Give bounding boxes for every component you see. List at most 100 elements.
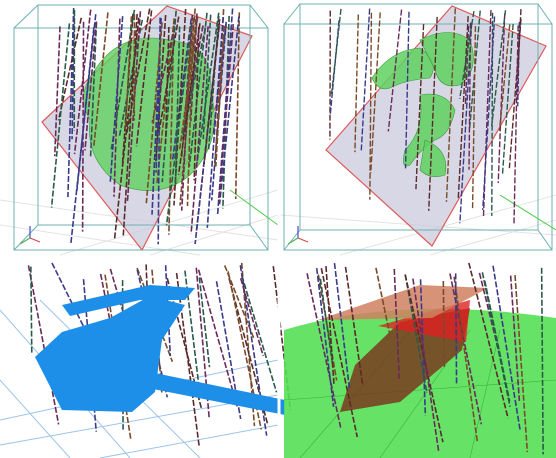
drill-hole bbox=[70, 14, 97, 244]
drill-hole bbox=[161, 10, 177, 183]
drill-hole bbox=[234, 12, 241, 200]
drill-hole bbox=[174, 26, 181, 185]
drill-hole bbox=[175, 272, 201, 448]
drill-hole bbox=[509, 275, 521, 401]
drill-hole bbox=[457, 16, 469, 199]
drill-hole bbox=[89, 22, 98, 157]
drill-hole bbox=[239, 278, 264, 357]
drill-hole bbox=[464, 25, 470, 106]
model-surface bbox=[35, 285, 285, 415]
drill-hole bbox=[27, 265, 60, 425]
drill-hole bbox=[517, 21, 521, 107]
orange-cap bbox=[318, 285, 488, 320]
red-body bbox=[378, 300, 470, 342]
drill-hole bbox=[214, 26, 225, 167]
drill-holes bbox=[50, 8, 241, 245]
drill-hole bbox=[190, 26, 209, 234]
drill-hole bbox=[370, 12, 381, 174]
drill-hole bbox=[482, 16, 496, 210]
drill-hole bbox=[73, 9, 92, 155]
drill-hole bbox=[315, 268, 335, 407]
drill-hole bbox=[165, 25, 193, 226]
drill-hole bbox=[501, 23, 514, 176]
drill-hole bbox=[454, 273, 458, 385]
drill-hole bbox=[228, 278, 269, 426]
drill-hole bbox=[177, 23, 201, 175]
drill-hole bbox=[344, 266, 364, 386]
drill-hole bbox=[135, 10, 153, 147]
drill-hole bbox=[369, 12, 373, 200]
drill-hole bbox=[93, 12, 109, 147]
axis-triad bbox=[287, 226, 309, 245]
drill-hole bbox=[412, 278, 440, 453]
drill-hole bbox=[428, 16, 438, 211]
drill-hole bbox=[393, 268, 401, 380]
drill-hole bbox=[354, 14, 360, 153]
drill-hole bbox=[404, 274, 428, 394]
drill-hole bbox=[113, 17, 140, 240]
drill-hole bbox=[471, 26, 477, 209]
drill-hole bbox=[387, 9, 403, 132]
panel-bottom-left bbox=[0, 262, 292, 458]
drill-hole bbox=[67, 8, 75, 198]
drill-hole bbox=[453, 276, 479, 442]
drill-hole bbox=[145, 22, 163, 204]
drill-hole bbox=[330, 8, 342, 95]
drill-hole bbox=[333, 262, 351, 390]
panel-bottom-right bbox=[283, 262, 556, 458]
drill-hole bbox=[195, 267, 211, 420]
drill-hole bbox=[491, 12, 494, 216]
drill-hole bbox=[218, 23, 235, 203]
drill-hole bbox=[227, 271, 263, 430]
drill-hole bbox=[459, 10, 475, 99]
drill-hole bbox=[155, 14, 167, 162]
drill-holes bbox=[306, 262, 544, 455]
drill-hole bbox=[207, 15, 220, 150]
drill-hole bbox=[498, 24, 511, 131]
axis-line bbox=[229, 189, 279, 226]
drill-hole bbox=[468, 262, 509, 419]
drill-hole bbox=[241, 275, 278, 393]
drill-hole bbox=[319, 278, 334, 365]
drill-hole bbox=[30, 266, 33, 355]
axis-triad bbox=[19, 226, 41, 245]
drill-hole bbox=[404, 11, 410, 169]
drill-hole bbox=[445, 8, 457, 202]
drill-hole bbox=[513, 25, 519, 224]
drill-hole bbox=[125, 8, 151, 134]
drill-hole bbox=[514, 275, 529, 453]
drill-hole bbox=[156, 18, 175, 184]
drill-hole bbox=[306, 273, 342, 428]
bounding-box bbox=[283, 3, 553, 251]
drill-hole bbox=[490, 10, 507, 127]
drill-hole bbox=[151, 26, 176, 123]
drill-hole bbox=[375, 267, 392, 340]
axis-line bbox=[499, 194, 556, 231]
drill-hole bbox=[484, 280, 511, 402]
ore-body bbox=[371, 32, 474, 177]
drill-hole bbox=[57, 17, 83, 121]
drill-hole bbox=[168, 25, 175, 235]
drill-hole bbox=[195, 12, 220, 167]
drill-hole bbox=[320, 267, 359, 438]
drill-hole bbox=[164, 26, 170, 145]
drill-hole bbox=[325, 266, 335, 385]
drill-hole bbox=[206, 17, 224, 228]
drill-hole bbox=[181, 27, 207, 140]
drill-hole bbox=[113, 18, 121, 197]
drill-hole bbox=[110, 9, 136, 150]
drill-holes bbox=[329, 8, 522, 224]
drill-hole bbox=[468, 22, 472, 170]
drill-hole bbox=[188, 12, 208, 167]
drill-hole bbox=[239, 265, 268, 436]
drill-hole bbox=[186, 17, 195, 206]
drill-hole bbox=[415, 24, 425, 190]
drill-hole bbox=[540, 267, 544, 455]
drill-hole bbox=[482, 10, 492, 218]
drill-hole bbox=[202, 14, 212, 140]
drill-hole bbox=[193, 26, 200, 181]
drill-hole bbox=[218, 16, 240, 205]
drill-hole bbox=[442, 281, 446, 369]
drill-hole bbox=[497, 13, 506, 184]
